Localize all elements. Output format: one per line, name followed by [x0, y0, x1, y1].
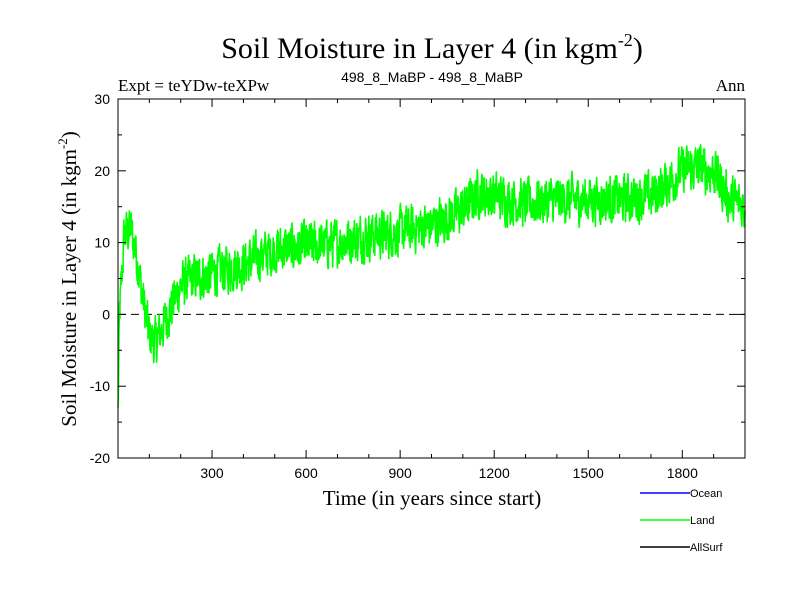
legend: Ocean Land AllSurf — [640, 488, 723, 554]
expt-label: Expt = teYDw-teXPw — [118, 76, 270, 95]
y-tick-label: -10 — [90, 378, 110, 394]
chart-title-superscript: -2 — [618, 30, 633, 50]
axis-layer: 300 600 900 1200 1500 1800 -20 -10 0 10 20 30 — [90, 91, 746, 481]
y-axis-label: Soil Moisture in Layer 4 (in kgm-2) — [55, 131, 81, 426]
x-axis-label: Time (in years since start) — [323, 486, 542, 510]
period-label: Ann — [716, 76, 746, 95]
x-tick-label: 1800 — [667, 465, 698, 481]
y-axis-label-close: ) — [57, 131, 81, 138]
y-axis-label-superscript: -2 — [55, 138, 70, 149]
data-layer — [117, 143, 746, 409]
series-line-land — [117, 143, 746, 409]
y-tick-label: -20 — [90, 450, 110, 466]
chart-title: Soil Moisture in Layer 4 (in kgm-2) — [221, 30, 643, 65]
y-tick-label: 30 — [94, 91, 110, 107]
chart-title-main: Soil Moisture in Layer 4 (in kgm — [221, 32, 618, 65]
legend-label-ocean: Ocean — [690, 488, 722, 500]
y-tick-label: 10 — [94, 235, 110, 251]
chart-title-close: ) — [633, 32, 643, 65]
x-tick-label: 600 — [294, 465, 318, 481]
x-tick-label: 1200 — [479, 465, 510, 481]
x-tick-label: 900 — [388, 465, 412, 481]
plot-frame — [117, 98, 746, 459]
x-tick-label: 1500 — [573, 465, 604, 481]
y-tick-label: 20 — [94, 163, 110, 179]
x-tick-label: 300 — [200, 465, 224, 481]
legend-label-allsurf: AllSurf — [690, 542, 723, 554]
y-tick-label: 0 — [102, 306, 110, 322]
y-axis-label-main: Soil Moisture in Layer 4 (in kgm — [57, 149, 81, 427]
legend-label-land: Land — [690, 515, 714, 527]
subtitle-label: 498_8_MaBP - 498_8_MaBP — [341, 69, 523, 85]
